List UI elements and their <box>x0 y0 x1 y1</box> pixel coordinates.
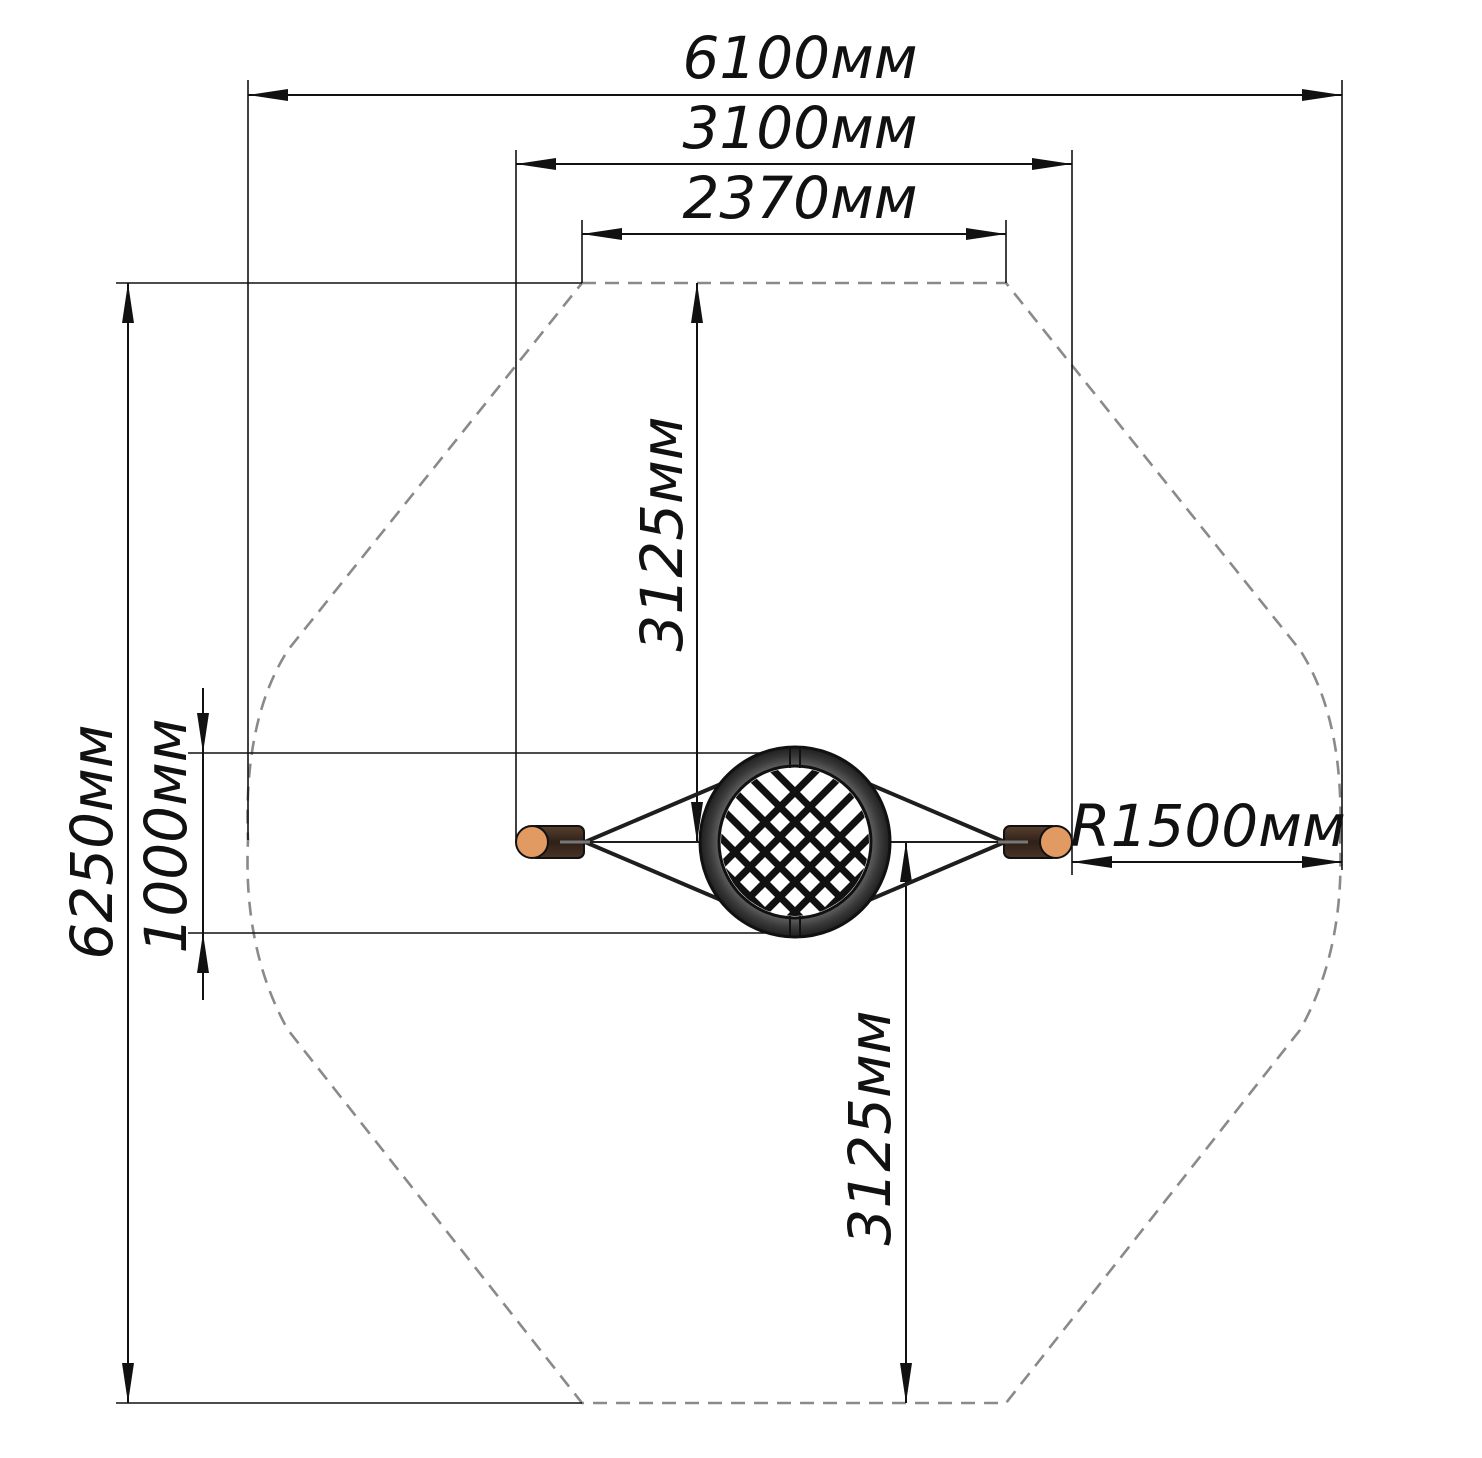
dim-radius <box>1072 856 1342 868</box>
dim-zone-top-width <box>582 228 1006 240</box>
dim-seat-diameter <box>197 688 209 1000</box>
dim-overall-width <box>248 89 1342 101</box>
extension-lines <box>116 80 1343 1404</box>
nest-seat <box>698 745 892 939</box>
dim-upper-half <box>691 283 703 842</box>
safety-zone-outline <box>246 281 1342 1405</box>
label-seat-diameter: 1000мм <box>132 718 200 953</box>
label-lower-half: 3125мм <box>836 1010 904 1245</box>
label-upper-half: 3125мм <box>628 416 696 651</box>
dim-lower-half <box>900 842 912 1403</box>
left-post <box>515 825 590 859</box>
dim-frame-width <box>516 158 1072 170</box>
label-radius: R1500мм <box>1070 792 1345 860</box>
label-zone-top-width: 2370мм <box>682 164 917 232</box>
label-frame-width: 3100мм <box>682 94 917 162</box>
swing-ropes <box>584 776 1006 908</box>
dim-overall-depth <box>122 283 134 1403</box>
right-post <box>998 825 1073 859</box>
label-overall-depth: 6250мм <box>58 724 126 959</box>
label-overall-width: 6100мм <box>682 24 917 92</box>
